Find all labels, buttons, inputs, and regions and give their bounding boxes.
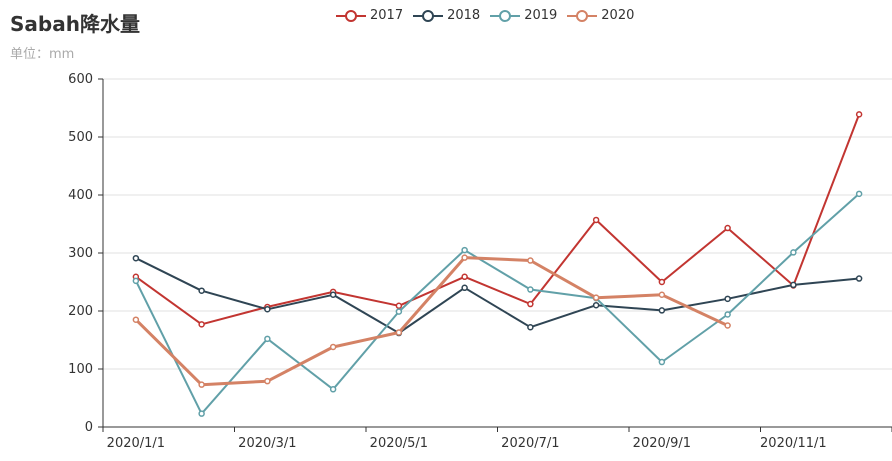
x-tick-label: 2020/11/1 <box>760 436 827 451</box>
legend-item-2018[interactable]: 2018 <box>413 8 480 23</box>
y-tick-label: 500 <box>68 130 93 145</box>
data-point-2020 <box>592 294 600 301</box>
data-point-2018 <box>198 287 205 294</box>
legend-label-2018: 2018 <box>447 8 481 23</box>
data-point-2017 <box>461 273 468 281</box>
data-point-2019 <box>329 386 337 393</box>
y-tick-label: 0 <box>85 420 93 435</box>
legend: 2017 2018 2019 2020 <box>336 8 644 23</box>
data-point-2018 <box>329 291 337 299</box>
series-line-2017 <box>135 114 861 326</box>
data-point-2020 <box>264 377 271 385</box>
series-line-2018 <box>135 257 860 334</box>
x-tick-label: 2020/1/1 <box>107 436 165 451</box>
series-line-2019 <box>135 193 860 415</box>
data-point-2019 <box>264 335 271 343</box>
data-point-2020 <box>527 257 534 264</box>
data-point-2017 <box>592 216 600 224</box>
legend-item-2019[interactable]: 2019 <box>490 8 557 23</box>
data-point-2020 <box>132 316 140 323</box>
data-point-2020 <box>461 254 468 261</box>
data-point-2018 <box>855 275 863 282</box>
data-point-2018 <box>592 301 600 309</box>
chart-subtitle: 单位：mm <box>10 47 75 62</box>
data-point-2018 <box>132 254 140 262</box>
data-point-2019 <box>395 308 403 315</box>
data-point-2017 <box>395 302 403 310</box>
legend-item-2020[interactable]: 2020 <box>567 8 634 23</box>
data-point-2019 <box>790 249 797 256</box>
data-point-2017 <box>527 300 534 308</box>
data-point-2020 <box>395 329 403 336</box>
y-tick-label: 600 <box>68 72 93 87</box>
legend-marker-2019 <box>490 9 521 22</box>
data-point-2020 <box>658 291 666 299</box>
data-point-2018 <box>527 323 534 331</box>
legend-item-2017[interactable]: 2017 <box>336 8 403 23</box>
data-point-2017 <box>198 321 205 328</box>
data-point-2019 <box>461 246 468 254</box>
legend-label-2020: 2020 <box>601 8 635 23</box>
data-point-2019 <box>658 358 666 366</box>
data-point-2017 <box>855 111 863 118</box>
x-tick-label: 2020/9/1 <box>633 436 691 451</box>
x-tick-label: 2020/7/1 <box>501 436 559 451</box>
x-tick-label: 2020/5/1 <box>370 436 428 451</box>
x-tick-label: 2020/3/1 <box>238 436 296 451</box>
y-tick-label: 200 <box>68 304 93 319</box>
data-point-2019 <box>198 410 205 417</box>
y-tick-label: 300 <box>68 246 93 261</box>
data-point-2018 <box>658 307 666 314</box>
legend-marker-2017 <box>336 9 366 22</box>
data-point-2017 <box>658 278 666 286</box>
legend-label-2017: 2017 <box>370 8 404 23</box>
data-point-2018 <box>724 295 731 303</box>
y-tick-label: 400 <box>68 188 93 203</box>
data-point-2020 <box>198 381 205 388</box>
data-point-2019 <box>132 277 140 285</box>
data-point-2019 <box>724 311 731 318</box>
chart-title: Sabah降水量 <box>10 12 140 36</box>
data-point-2020 <box>329 343 337 351</box>
y-tick-label: 100 <box>68 362 93 377</box>
data-point-2018 <box>790 281 797 289</box>
data-point-2019 <box>527 286 534 293</box>
legend-marker-2018 <box>413 9 444 22</box>
legend-label-2019: 2019 <box>524 8 558 23</box>
data-point-2018 <box>461 284 468 292</box>
data-point-2018 <box>264 306 271 313</box>
data-point-2017 <box>724 224 731 232</box>
legend-marker-2020 <box>567 9 598 22</box>
data-point-2020 <box>724 322 731 329</box>
data-point-2019 <box>855 190 863 198</box>
series-line-2020 <box>134 256 729 387</box>
